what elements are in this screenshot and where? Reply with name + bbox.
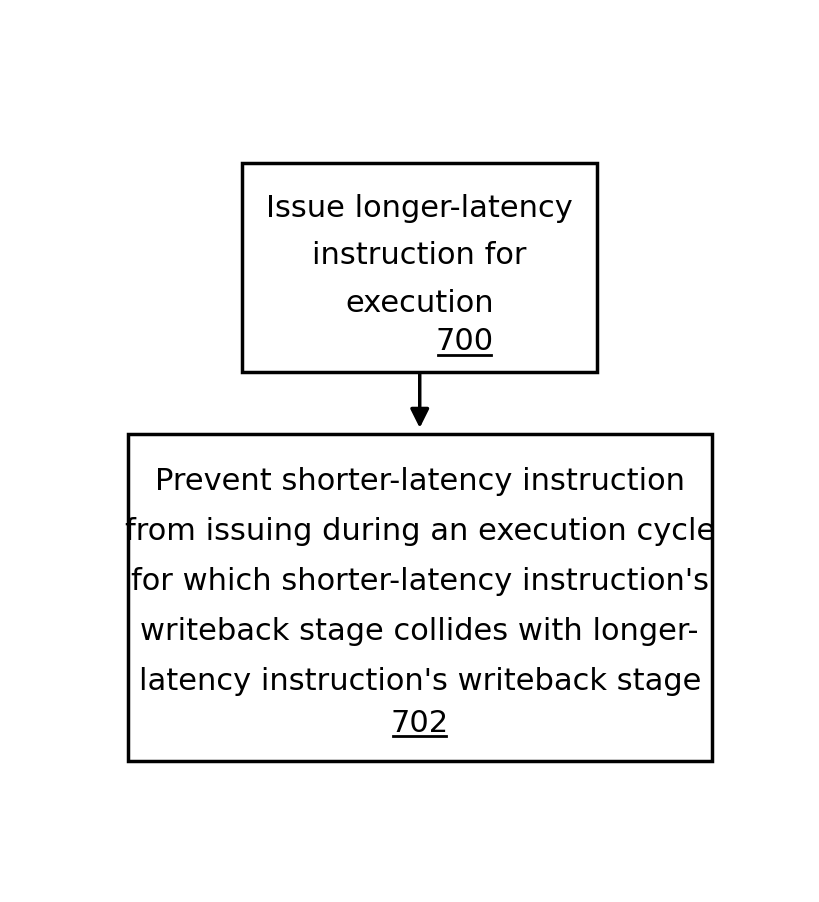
Text: execution: execution xyxy=(346,289,494,318)
Text: Prevent shorter-latency instruction: Prevent shorter-latency instruction xyxy=(155,466,685,495)
Text: from issuing during an execution cycle: from issuing during an execution cycle xyxy=(124,516,715,545)
Text: Issue longer-latency: Issue longer-latency xyxy=(266,194,573,223)
Bar xyxy=(242,164,598,373)
Text: latency instruction's writeback stage: latency instruction's writeback stage xyxy=(138,666,701,695)
Text: 700: 700 xyxy=(435,327,493,356)
Text: instruction for: instruction for xyxy=(313,241,527,270)
Bar xyxy=(128,435,712,761)
Text: writeback stage collides with longer-: writeback stage collides with longer- xyxy=(141,616,699,645)
Text: 702: 702 xyxy=(391,708,449,737)
Text: for which shorter-latency instruction's: for which shorter-latency instruction's xyxy=(131,566,708,595)
